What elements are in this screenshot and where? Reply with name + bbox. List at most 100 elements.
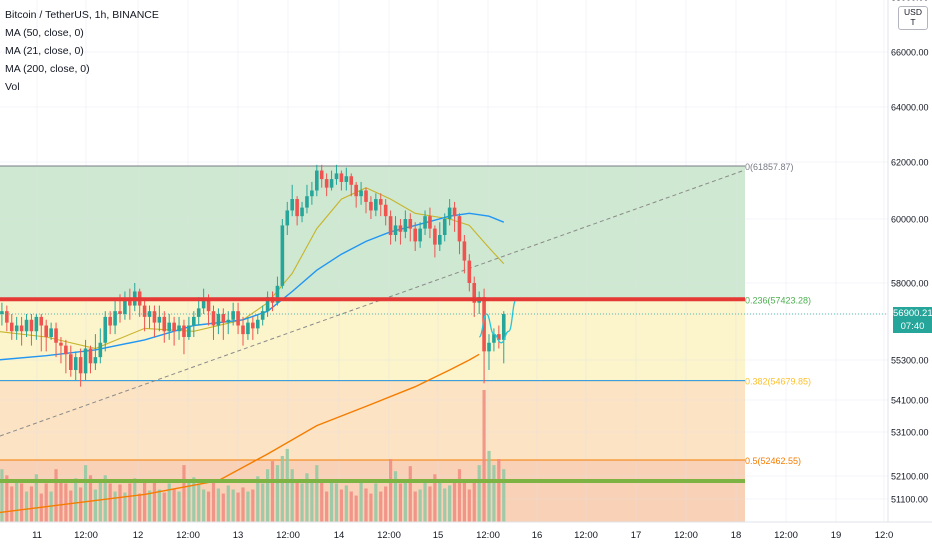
candle-body	[403, 219, 408, 232]
x-tick-label: 14	[334, 530, 345, 541]
y-tick-label: 62000.00	[891, 158, 929, 168]
candle-body	[319, 170, 324, 180]
candle-body	[285, 210, 290, 226]
candle-body	[226, 319, 231, 323]
volume-bar	[143, 482, 147, 522]
volume-bar	[0, 469, 4, 522]
candle-body	[472, 283, 477, 303]
candle-body	[24, 319, 29, 332]
projection-curve	[478, 299, 517, 344]
candle-body	[413, 228, 417, 242]
volume-bar	[83, 465, 88, 522]
x-tick-label: 19	[831, 530, 842, 541]
volume-bar	[147, 490, 152, 522]
candle-body	[73, 357, 78, 370]
volume-bar	[113, 491, 117, 522]
current-price-badge: 56900.21	[893, 307, 932, 320]
candle-body	[310, 190, 314, 197]
candle-body	[383, 204, 388, 217]
x-tick-label: 15	[433, 530, 444, 541]
candle-body	[221, 314, 226, 323]
candle-body	[482, 297, 486, 352]
candle-body	[93, 357, 98, 364]
trend-line	[0, 169, 746, 437]
candle-body	[260, 311, 265, 320]
candle-body	[49, 328, 53, 337]
candle-body	[349, 176, 354, 185]
volume-bar	[403, 481, 407, 522]
countdown-badge: 07:40	[893, 320, 932, 333]
volume-bar	[236, 492, 240, 522]
candle-body	[442, 219, 447, 235]
volume-bar	[472, 479, 476, 522]
legend-title[interactable]: Bitcoin / TetherUS, 1h, BINANCE	[5, 9, 159, 21]
volume-bar	[10, 486, 14, 522]
x-tick-label: 12:00	[674, 530, 698, 541]
volume-bar	[305, 473, 309, 522]
volume-bar	[79, 487, 83, 522]
currency-button[interactable]: USD T	[898, 6, 928, 30]
volume-bar	[69, 490, 73, 522]
candle-body	[98, 342, 103, 358]
price-axis	[888, 0, 932, 522]
volume-bar	[182, 465, 186, 522]
volume-bar	[413, 491, 417, 522]
volume-bar	[393, 471, 398, 522]
legend-ma21[interactable]: MA (21, close, 0)	[5, 45, 84, 57]
candle-body	[211, 311, 216, 326]
candle-body	[108, 316, 112, 326]
volume-bar	[492, 465, 496, 522]
y-tick-label: 66000.00	[891, 48, 929, 58]
candle-body	[192, 316, 196, 326]
volume-bar	[477, 465, 481, 522]
candle-body	[78, 357, 83, 374]
x-tick-label: 12:00	[377, 530, 401, 541]
volume-bar	[246, 491, 250, 522]
volume-bar	[231, 489, 235, 522]
x-tick-label: 12:0	[875, 530, 894, 541]
time-axis	[0, 522, 932, 550]
fib-label: 0.5(52462.55)	[745, 456, 801, 466]
volume-bar	[54, 469, 58, 522]
volume-bar	[64, 483, 68, 522]
candle-body	[452, 207, 457, 217]
volume-bar	[438, 479, 442, 522]
legend-ma200[interactable]: MA (200, close, 0)	[5, 63, 90, 75]
candle-body	[280, 225, 285, 286]
candle-body	[44, 325, 48, 337]
candle-body	[5, 311, 9, 323]
volume-bar	[167, 483, 171, 522]
volume-bar	[192, 477, 196, 522]
fib-zone-0382-05	[0, 380, 745, 461]
volume-bar	[187, 480, 191, 522]
candle-body	[83, 348, 88, 374]
x-tick-label: 12:00	[574, 530, 598, 541]
volume-bar	[256, 476, 260, 522]
legend-vol[interactable]: Vol	[5, 81, 20, 93]
candle-body	[457, 216, 462, 242]
volume-bar	[423, 481, 427, 522]
volume-bar	[428, 486, 432, 522]
volume-bar	[261, 483, 265, 522]
volume-bar	[211, 481, 216, 522]
candle-body	[369, 201, 373, 211]
volume-bar	[152, 480, 157, 522]
candle-body	[334, 173, 339, 180]
volume-bar	[93, 489, 97, 522]
candle-body	[29, 319, 34, 332]
candle-body	[246, 322, 250, 335]
volume-bar	[241, 487, 245, 522]
candle-body	[265, 297, 270, 312]
x-tick-label: 12:00	[476, 530, 500, 541]
candle-body	[64, 345, 68, 355]
candle-body	[0, 311, 4, 314]
candle-body	[492, 334, 496, 343]
legend-ma50[interactable]: MA (50, close, 0)	[5, 27, 84, 39]
volume-bar	[329, 479, 334, 522]
volume-bar	[5, 475, 9, 522]
candle-body	[142, 305, 147, 317]
candle-body	[152, 311, 157, 323]
volume-bar	[290, 469, 294, 522]
